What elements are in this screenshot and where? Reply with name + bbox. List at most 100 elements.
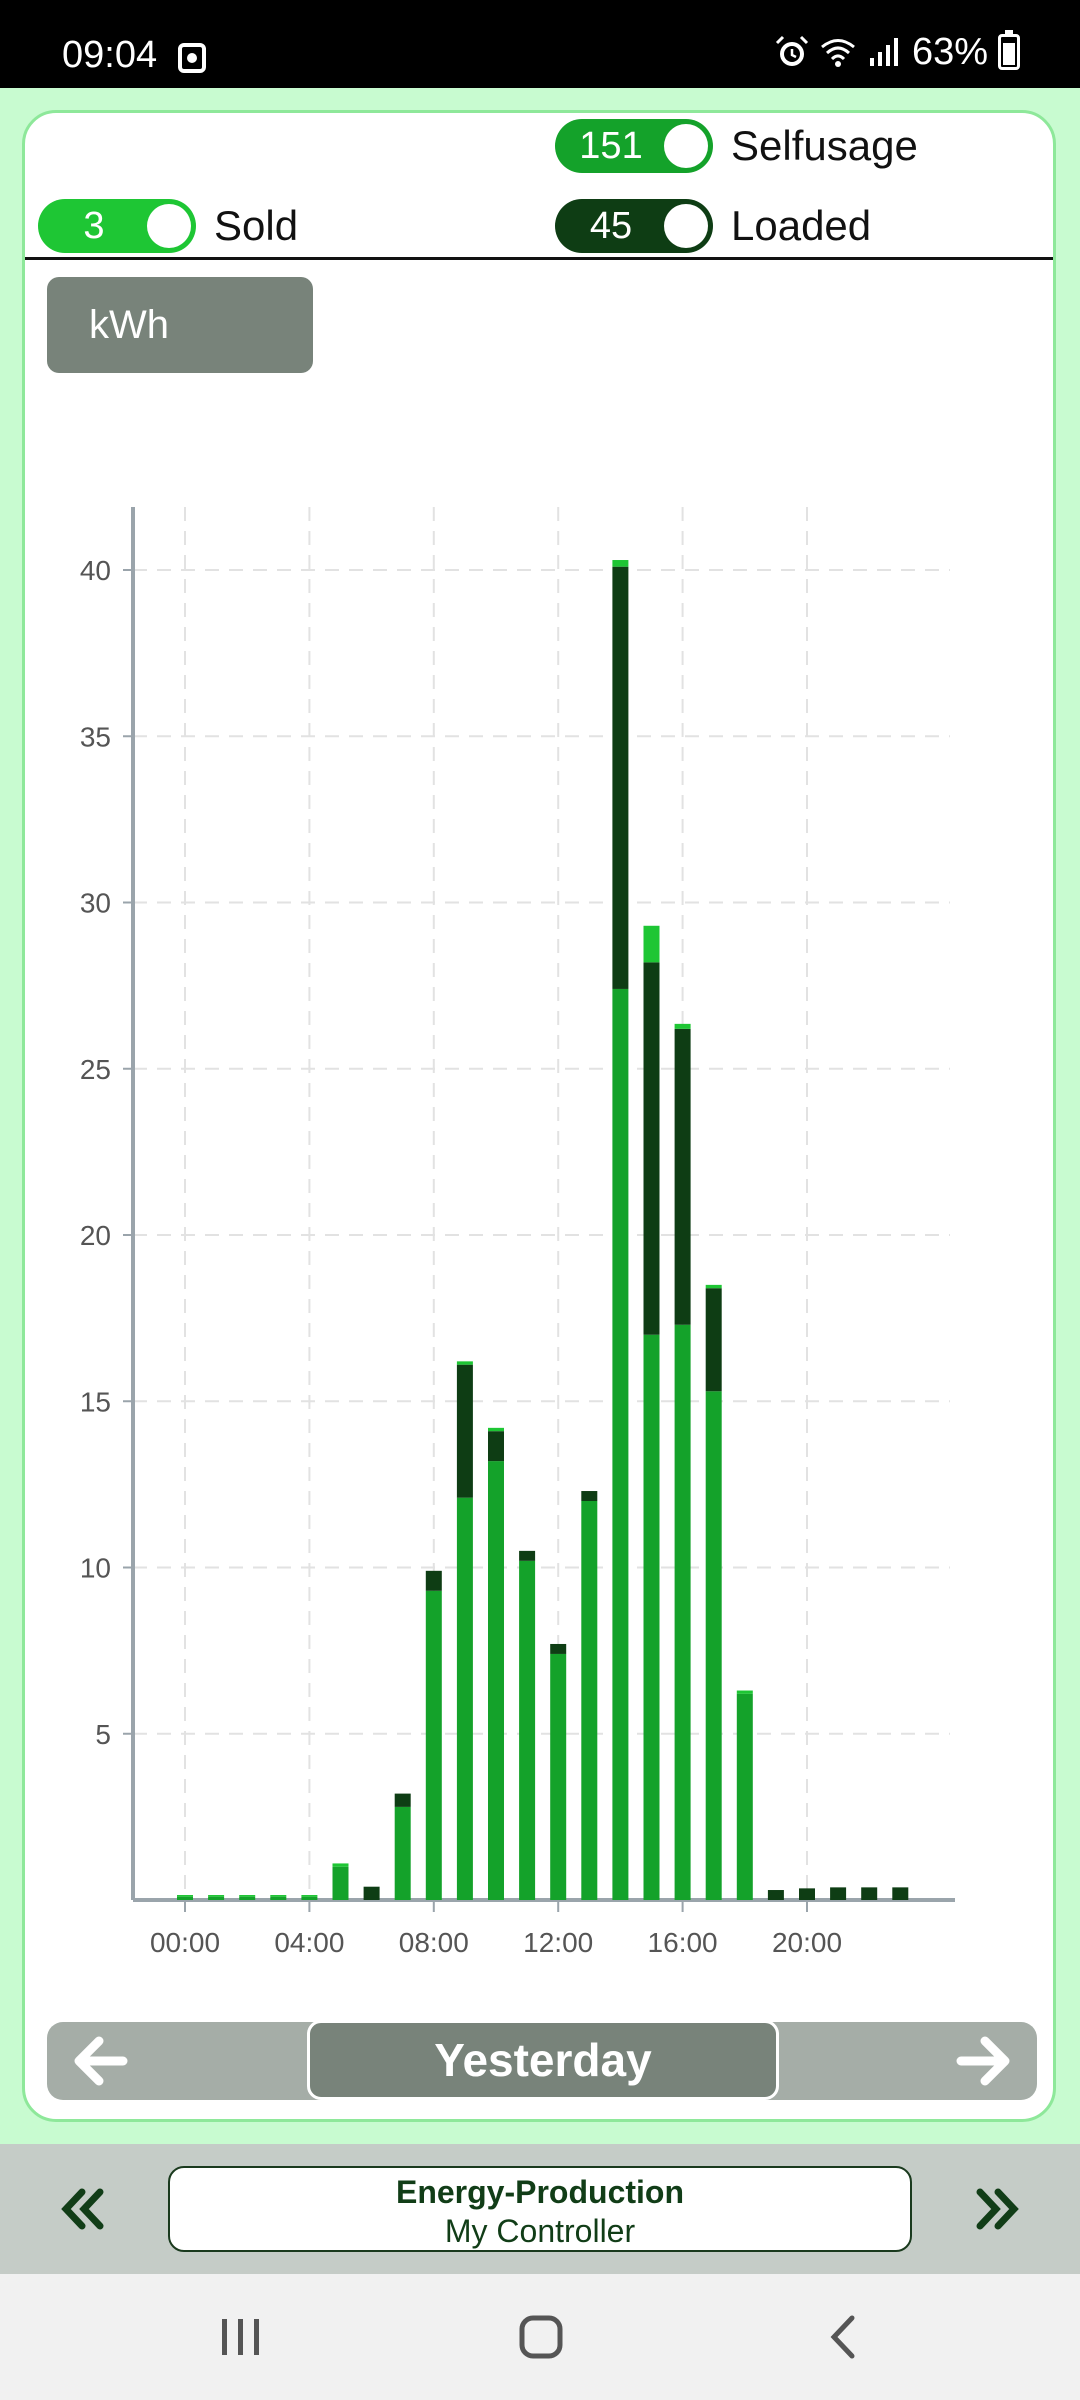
loaded-toggle-row: 45 Loaded: [555, 199, 871, 253]
status-time: 09:04: [62, 34, 158, 76]
bar-selfusage: [332, 1866, 349, 1900]
bar-selfusage: [643, 1334, 660, 1900]
sold-toggle-row: 3 Sold: [38, 199, 298, 253]
selfusage-toggle-row: 151 Selfusage: [555, 119, 918, 173]
bar-loaded: [612, 566, 629, 989]
bar-sold: [456, 1361, 473, 1365]
bar-selfusage: [550, 1653, 567, 1900]
loaded-value: 45: [589, 205, 633, 247]
selfusage-value: 151: [579, 125, 643, 167]
bar-sold: [177, 1895, 193, 1897]
y-tick-label: 15: [80, 1386, 111, 1417]
y-tick-label: 10: [80, 1553, 111, 1584]
energy-chart: 5 10 15 20 25 30 35 40 00:00 04:00 08:00 12:00 16:00…: [80, 507, 955, 1958]
loaded-toggle[interactable]: 45: [555, 199, 713, 253]
sold-value: 3: [83, 205, 105, 247]
bar-loaded: [488, 1431, 504, 1462]
bar-selfusage: [208, 1896, 225, 1900]
x-tick-label: 00:00: [150, 1927, 220, 1958]
bar-loaded: [643, 962, 660, 1335]
bar-loaded: [892, 1887, 909, 1900]
bar-sold: [612, 560, 629, 567]
bar-loaded: [830, 1887, 847, 1900]
signal-icon: [869, 38, 898, 66]
bar-loaded: [861, 1887, 878, 1900]
bar-sold: [332, 1863, 349, 1867]
y-tick-label: 30: [80, 888, 111, 919]
x-tick-label: 12:00: [523, 1927, 593, 1958]
bar-sold: [705, 1284, 722, 1289]
toggle-knob: [147, 204, 191, 248]
controller-selector[interactable]: Energy-Production My Controller: [168, 2166, 912, 2252]
alarm-icon: [775, 35, 808, 66]
bar-selfusage: [456, 1497, 473, 1900]
bar-selfusage: [425, 1590, 442, 1900]
bar-selfusage: [301, 1896, 318, 1900]
unit-button[interactable]: kWh: [47, 277, 313, 373]
bar-selfusage: [612, 988, 629, 1900]
wifi-icon: [820, 39, 855, 67]
battery-percent: 63%: [911, 30, 988, 73]
bar-selfusage: [394, 1806, 411, 1900]
y-tick-label: 20: [80, 1220, 111, 1251]
battery-icon: [998, 30, 1020, 70]
bar-selfusage: [239, 1896, 256, 1900]
bar-loaded: [519, 1550, 536, 1561]
header-divider: [25, 257, 1053, 260]
x-tick-label: 20:00: [772, 1927, 842, 1958]
bar-loaded: [799, 1888, 815, 1900]
bar-sold: [488, 1427, 504, 1432]
y-tick-label: 35: [80, 721, 111, 752]
double-chevron-right-icon[interactable]: [962, 2174, 1032, 2244]
bar-loaded: [674, 1028, 691, 1325]
bar-loaded: [705, 1288, 722, 1392]
selfusage-toggle[interactable]: 151: [555, 119, 713, 173]
bar-loaded: [425, 1570, 442, 1591]
bar-selfusage: [674, 1324, 691, 1900]
y-tick-label: 5: [95, 1719, 111, 1750]
status-icons: 63%: [774, 30, 1020, 74]
footer-bar: Energy-Production My Controller: [0, 2144, 1080, 2274]
y-tick-label: 25: [80, 1054, 111, 1085]
double-chevron-left-icon[interactable]: [48, 2174, 118, 2244]
bar-sold: [239, 1895, 256, 1897]
toggle-knob: [664, 204, 708, 248]
bar-sold: [208, 1895, 225, 1897]
bar-loaded: [581, 1491, 598, 1501]
toggle-knob: [664, 124, 708, 168]
bar-sold: [270, 1895, 287, 1897]
loaded-label: Loaded: [731, 202, 872, 249]
y-tick-label: 40: [80, 555, 111, 586]
bar-loaded: [363, 1886, 380, 1900]
footer-title: Energy-Production: [395, 2174, 684, 2210]
bar-selfusage: [581, 1501, 598, 1900]
bar-sold: [736, 1690, 753, 1694]
period-button[interactable]: Yesterday: [307, 2020, 779, 2100]
status-bar: 09:04 63%: [0, 0, 1080, 88]
bar-loaded: [456, 1364, 473, 1498]
bar-selfusage: [705, 1391, 722, 1900]
footer-subtitle: My Controller: [444, 2213, 636, 2249]
selfusage-label: Selfusage: [731, 122, 918, 169]
bar-loaded: [550, 1643, 567, 1654]
bar-sold: [643, 925, 660, 963]
bar-selfusage: [519, 1560, 536, 1900]
bar-selfusage: [270, 1896, 287, 1900]
bar-loaded: [767, 1890, 784, 1900]
home-icon[interactable]: [480, 2274, 600, 2400]
bar-selfusage: [488, 1461, 504, 1900]
next-arrow-icon[interactable]: [937, 2022, 1027, 2100]
sold-toggle[interactable]: 3: [38, 199, 196, 253]
x-tick-label: 04:00: [274, 1927, 344, 1958]
bar-sold: [301, 1895, 318, 1897]
back-icon[interactable]: [784, 2274, 904, 2400]
bar-selfusage: [177, 1896, 193, 1900]
x-tick-label: 08:00: [399, 1927, 469, 1958]
recent-apps-icon[interactable]: [180, 2274, 300, 2400]
period-nav: Yesterday: [47, 2020, 1037, 2100]
energy-card: 151 Selfusage 3 Sold 45 Loaded kWh 5 10 15…: [22, 110, 1056, 2122]
previous-arrow-icon[interactable]: [57, 2022, 147, 2100]
bar-selfusage: [736, 1693, 753, 1900]
bar-loaded: [394, 1793, 411, 1807]
bar-sold: [674, 1023, 691, 1029]
